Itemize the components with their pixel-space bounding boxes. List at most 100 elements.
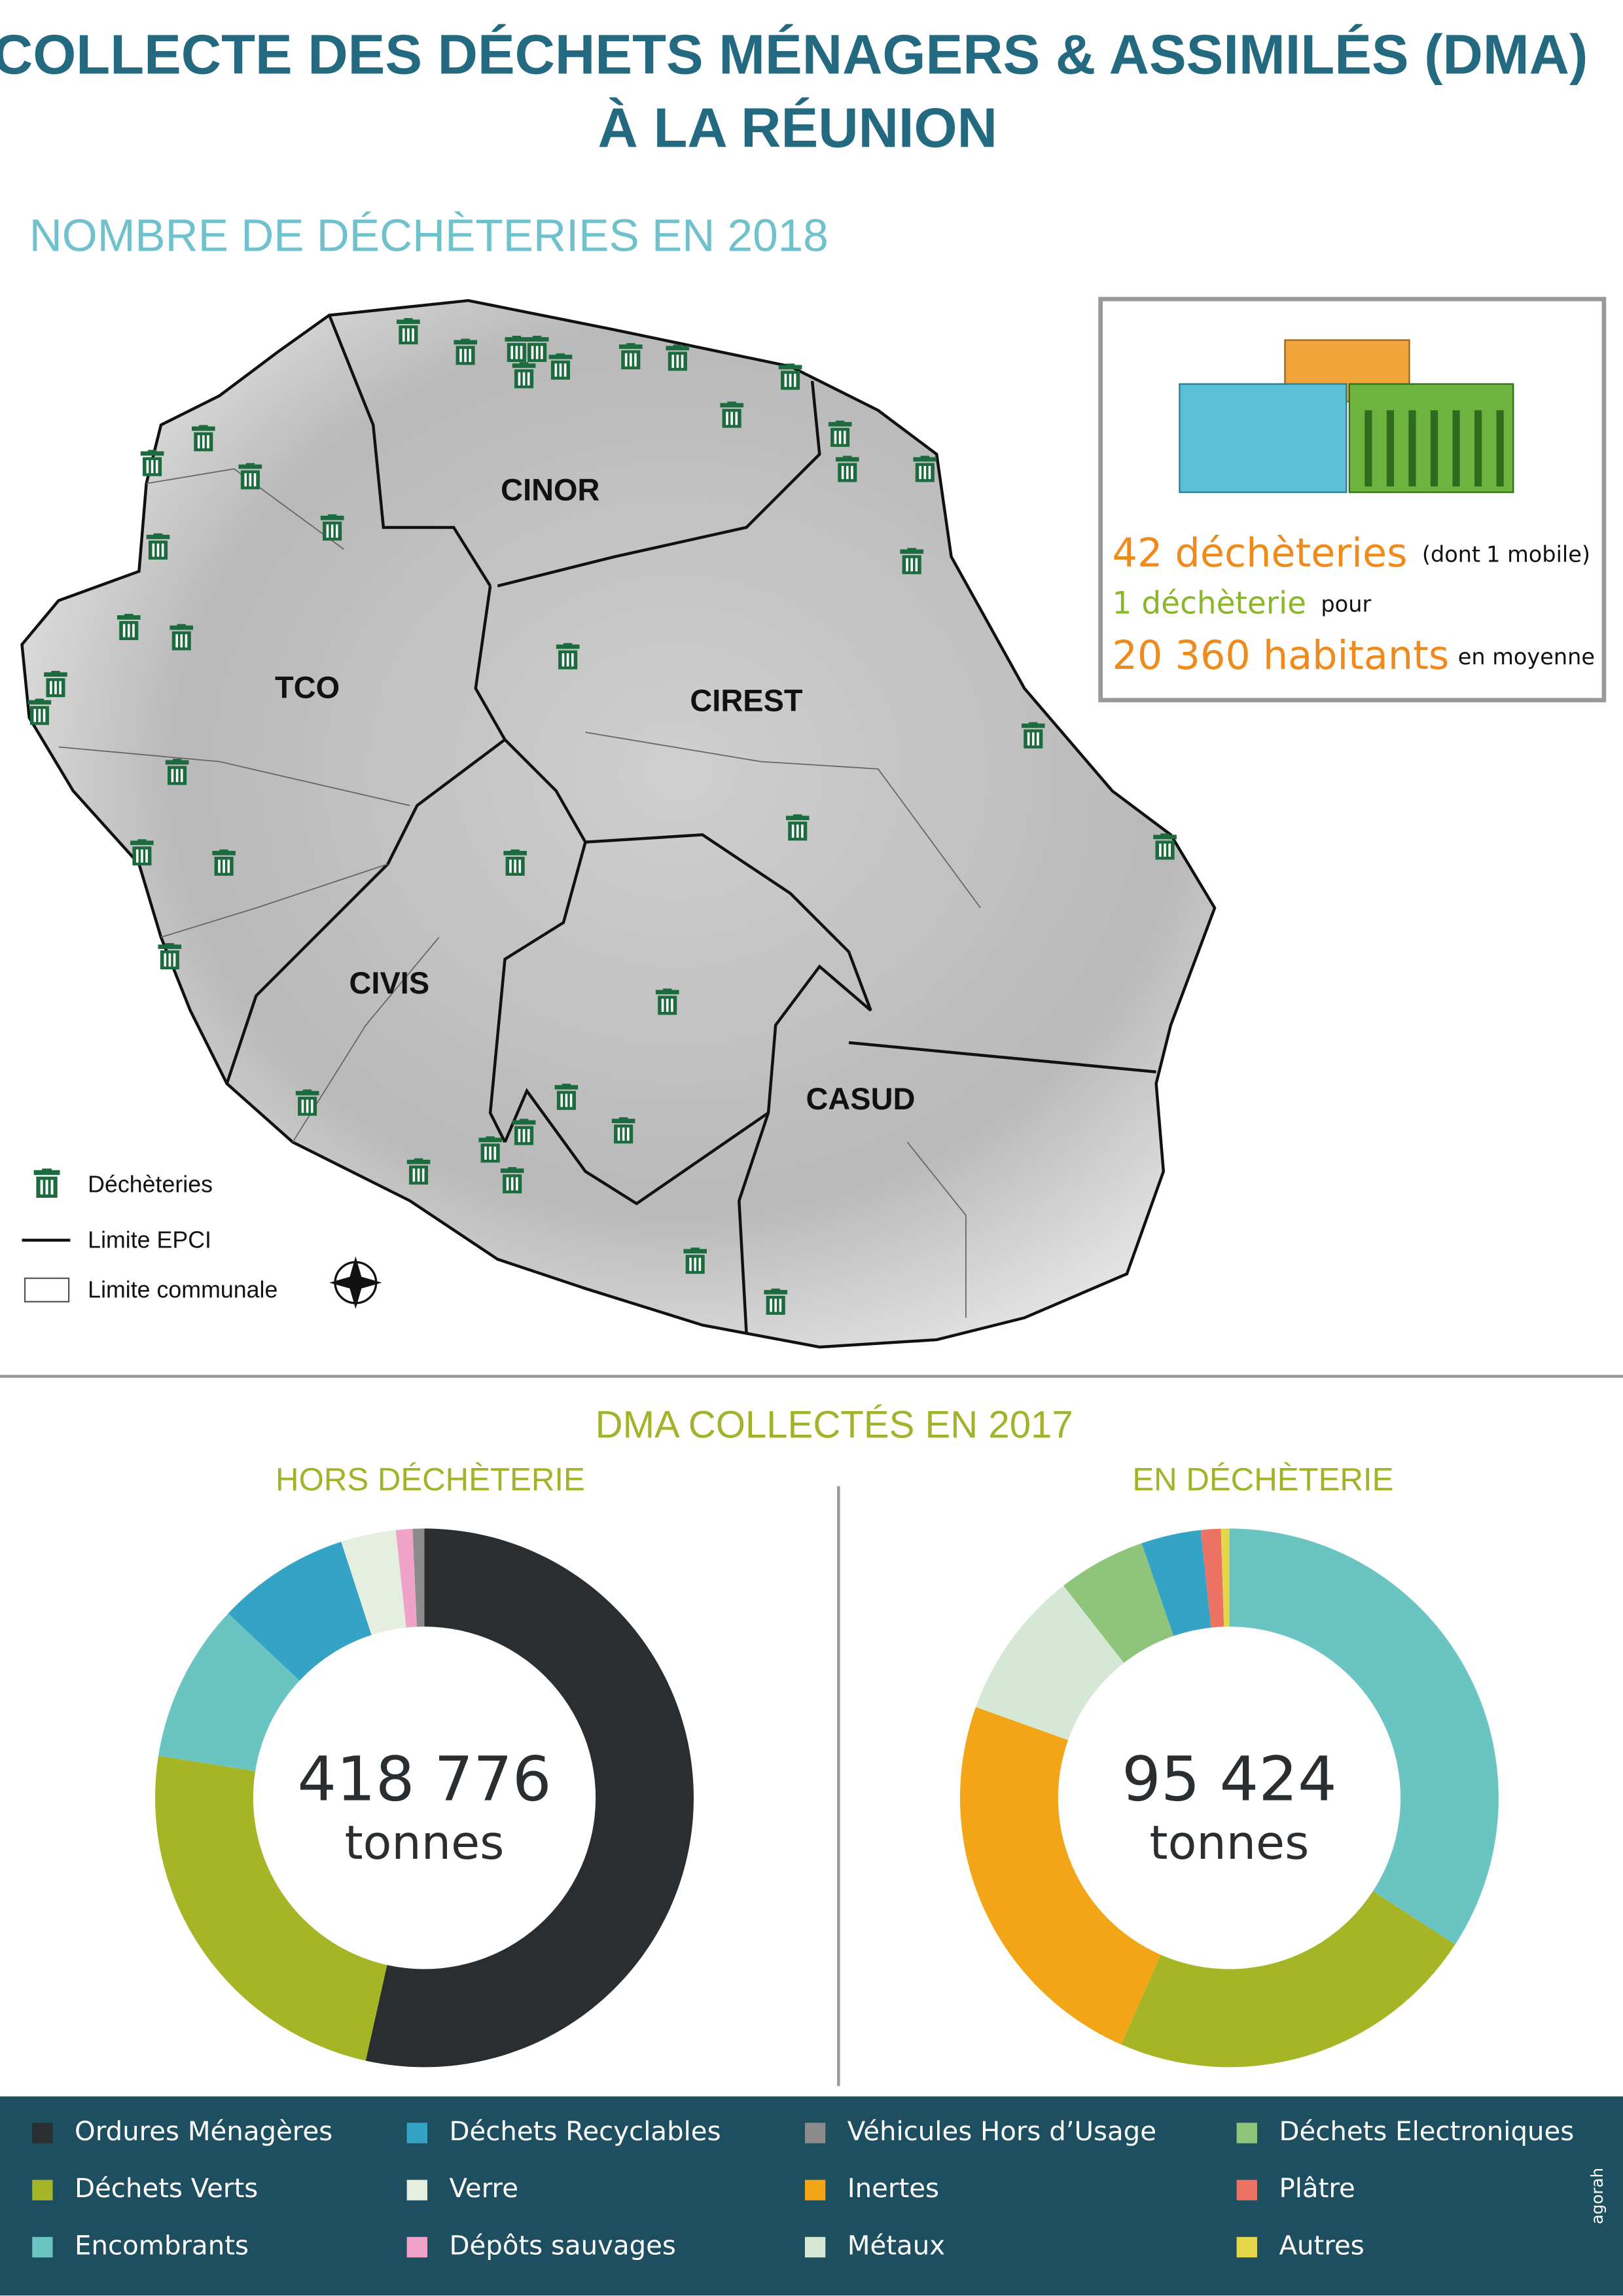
legend-label: Plâtre [1279, 2174, 1355, 2204]
section-title: DMA COLLECTÉS EN 2017 [596, 1403, 1073, 1446]
commune-limit [292, 937, 440, 1143]
donut-slice [228, 1541, 372, 1681]
legend-label: Véhicules Hors d’Usage [847, 2117, 1156, 2147]
recycling-centre-icon [454, 338, 478, 365]
recycling-centre-icon [27, 698, 52, 725]
commune-limit [585, 732, 982, 908]
recycling-centre-icon [165, 759, 189, 785]
legend-label: Inertes [847, 2174, 939, 2204]
info-text: pour [1321, 591, 1371, 617]
recycling-centre-icon [146, 533, 170, 560]
epci-label: CASUD [806, 1081, 915, 1116]
recycling-centre-icon [1153, 833, 1177, 860]
legend-swatch [1236, 2236, 1257, 2258]
recycling-centre-icon [525, 335, 549, 363]
recycling-centre-icon [556, 643, 580, 670]
recycling-centre-icon [212, 849, 236, 876]
legend-label: Autres [1279, 2231, 1364, 2261]
legend-label: Dépôts sauvages [450, 2231, 676, 2261]
legend-box [24, 1277, 70, 1302]
info-figure: 42 déchèteries [1113, 530, 1408, 576]
recycling-centre-icon [44, 670, 67, 698]
info-line: 1 déchèterie pour [1113, 585, 1372, 621]
recycling-centre-icon [512, 1119, 536, 1145]
legend-swatch [804, 2236, 826, 2258]
legend-label: Déchets Recyclables [450, 2117, 721, 2147]
commune-limit [58, 746, 410, 806]
recycling-centre-icon [720, 401, 744, 428]
recycling-centre-icon [500, 1167, 524, 1194]
donut-slice [1141, 1530, 1211, 1636]
legend: Ordures Ménagères Déchets Verts Encombrant… [32, 2117, 1574, 2261]
recycling-centre-icon [548, 353, 573, 380]
epci-limit [488, 738, 587, 1143]
donut-slice [155, 1755, 387, 2061]
epci-limit [585, 833, 872, 1333]
info-line: 42 déchèteries (dont 1 mobile) [1113, 530, 1590, 576]
donut-slice [1121, 1891, 1455, 2068]
legend-label: Déchets Verts [75, 2174, 258, 2204]
recycling-centre-icon [913, 456, 937, 482]
donut-slice [365, 1528, 694, 2068]
legend-swatch [406, 2123, 427, 2144]
legend-swatch [406, 2236, 427, 2258]
info-line: 20 360 habitants en moyenne [1113, 632, 1595, 678]
commune-limits [58, 468, 982, 1318]
recycling-centre-icon [406, 1158, 431, 1185]
donut-slice [395, 1528, 418, 1628]
donut-slice [1200, 1528, 1224, 1628]
recycling-centre-icon [397, 318, 420, 345]
epci-label: CIVIS [349, 965, 430, 1000]
donut-slice [959, 1707, 1161, 2045]
recycling-centre-icon [478, 1136, 503, 1163]
brand: agorah [1588, 2168, 1607, 2224]
epci-limit [328, 314, 492, 587]
recycling-centre-icon [900, 548, 924, 575]
legend-label: Métaux [847, 2231, 945, 2261]
map-title: NOMBRE DE DÉCHÈTERIES EN 2018 [29, 210, 829, 261]
donut-slice [1063, 1543, 1174, 1663]
recycling-centre-icon [554, 1083, 579, 1110]
chart-title: HORS DÉCHÈTERIE [276, 1462, 585, 1498]
epci-limit [497, 380, 821, 588]
recycling-centre-icon [828, 420, 852, 447]
recycling-centre-icon [611, 1117, 635, 1144]
recycling-centre-icon [505, 335, 529, 363]
recycling-centre-icon [130, 839, 154, 866]
info-box: 42 déchèteries (dont 1 mobile) 1 déchèteri… [1098, 296, 1607, 703]
legend-swatch [1236, 2123, 1257, 2144]
donut-total: 95 424 [1122, 1744, 1337, 1815]
epci-limit [848, 1041, 1156, 1073]
map-legend-label: Déchèteries [88, 1172, 213, 1198]
recycling-centre-icon [1021, 722, 1045, 749]
recycling-centre-icon [169, 624, 194, 651]
map: CINOR TCO CIREST CIVIS CASUD Déchèteries… [20, 298, 1217, 1349]
legend-swatch [406, 2179, 427, 2200]
recycling-centre-icon [778, 363, 802, 390]
legend-swatch [804, 2179, 826, 2200]
commune-limit [146, 468, 345, 550]
legend-label: Verre [450, 2174, 518, 2204]
legend-swatch [32, 2179, 53, 2200]
legend-label: Déchets Electroniques [1279, 2117, 1574, 2147]
recycling-centre-icon [320, 514, 344, 541]
recycling-centre-icon [666, 344, 690, 371]
donut-unit: tonnes [1150, 1816, 1310, 1870]
recycling-centre-icon [116, 613, 141, 641]
compass [329, 1256, 382, 1309]
recycling-centre-icon [503, 849, 527, 876]
legend-icon [33, 1168, 60, 1198]
compass-star [329, 1256, 382, 1309]
legend-label: Ordures Ménagères [75, 2117, 332, 2147]
donut-slice [341, 1530, 406, 1636]
legend-swatch [804, 2123, 826, 2144]
donut-slice [158, 1613, 300, 1771]
donut-unit: tonnes [345, 1816, 505, 1870]
epci-limit [474, 585, 507, 741]
title: À LA RÉUNION [597, 97, 997, 159]
donut-total: 418 776 [297, 1744, 551, 1815]
title: COLLECTE DES DÉCHETS MÉNAGERS & ASSIMILÉ… [0, 24, 1588, 86]
recycling-centre-icon [618, 343, 643, 370]
